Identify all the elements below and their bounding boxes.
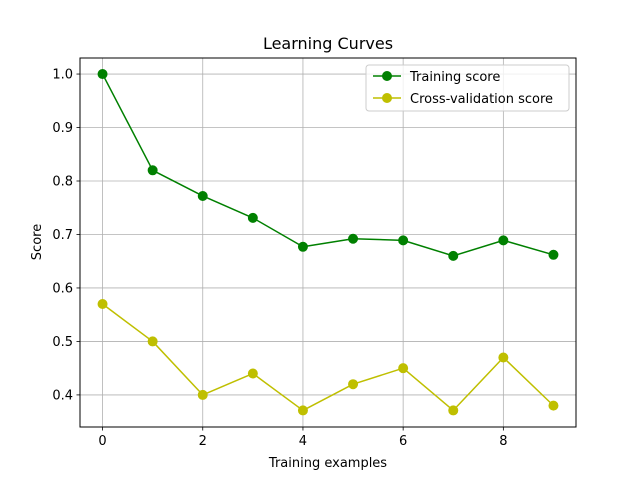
x-tick-label: 4 [299, 434, 307, 449]
legend-label-cross-validation: Cross-validation score [410, 92, 553, 107]
data-point-cross-validation-score [97, 299, 108, 309]
data-point-cross-validation-score [197, 389, 208, 400]
legend-label-training: Training score [409, 70, 500, 85]
y-tick-label: 0.9 [52, 121, 73, 136]
data-point-cross-validation-score [398, 363, 409, 374]
data-point-cross-validation-score [247, 368, 258, 379]
series-line-training-score [101, 73, 554, 257]
data-point-training-score [548, 249, 559, 260]
data-point-training-score [197, 190, 208, 201]
data-point-cross-validation-score [548, 400, 559, 411]
legend: Training score Cross-validation score [365, 64, 570, 112]
y-tick-label: 0.6 [52, 281, 73, 296]
data-point-cross-validation-score [147, 336, 158, 347]
x-tick-label: 8 [499, 434, 507, 449]
data-point-training-score [448, 250, 459, 261]
x-axis-title: Training examples [268, 456, 387, 471]
data-point-cross-validation-score [348, 379, 359, 390]
y-tick-label: 0.7 [52, 228, 73, 243]
data-point-training-score [348, 233, 359, 244]
legend-marker-training [382, 71, 392, 81]
y-tick-label: 0.5 [52, 335, 73, 350]
y-tick-label: 0.8 [52, 175, 73, 190]
axis-ticks: 0 2 4 6 8 0.4 0.5 0.6 0.7 0.8 0.9 1.0 [52, 68, 507, 449]
series-layer [97, 69, 559, 416]
legend-marker-cross-validation [382, 93, 392, 103]
legend-frame [365, 64, 570, 112]
data-point-cross-validation-score [498, 352, 509, 363]
x-tick-label: 2 [199, 434, 207, 449]
data-point-cross-validation-score [448, 405, 459, 416]
data-point-training-score [398, 235, 409, 246]
plot-frame [79, 57, 577, 428]
data-point-training-score [147, 165, 158, 176]
chart-title: Learning Curves [263, 34, 393, 53]
data-point-training-score [247, 212, 258, 223]
data-point-training-score [297, 241, 308, 252]
series-line-cross-validation-score [102, 303, 554, 412]
data-point-cross-validation-score [297, 405, 308, 416]
y-tick-label: 1.0 [52, 68, 73, 83]
data-point-training-score [97, 69, 108, 80]
y-tick-label: 0.4 [52, 388, 73, 403]
x-tick-label: 0 [98, 434, 106, 449]
y-axis-title: Score [30, 224, 45, 260]
data-point-training-score [498, 235, 509, 246]
x-tick-label: 6 [399, 434, 407, 449]
